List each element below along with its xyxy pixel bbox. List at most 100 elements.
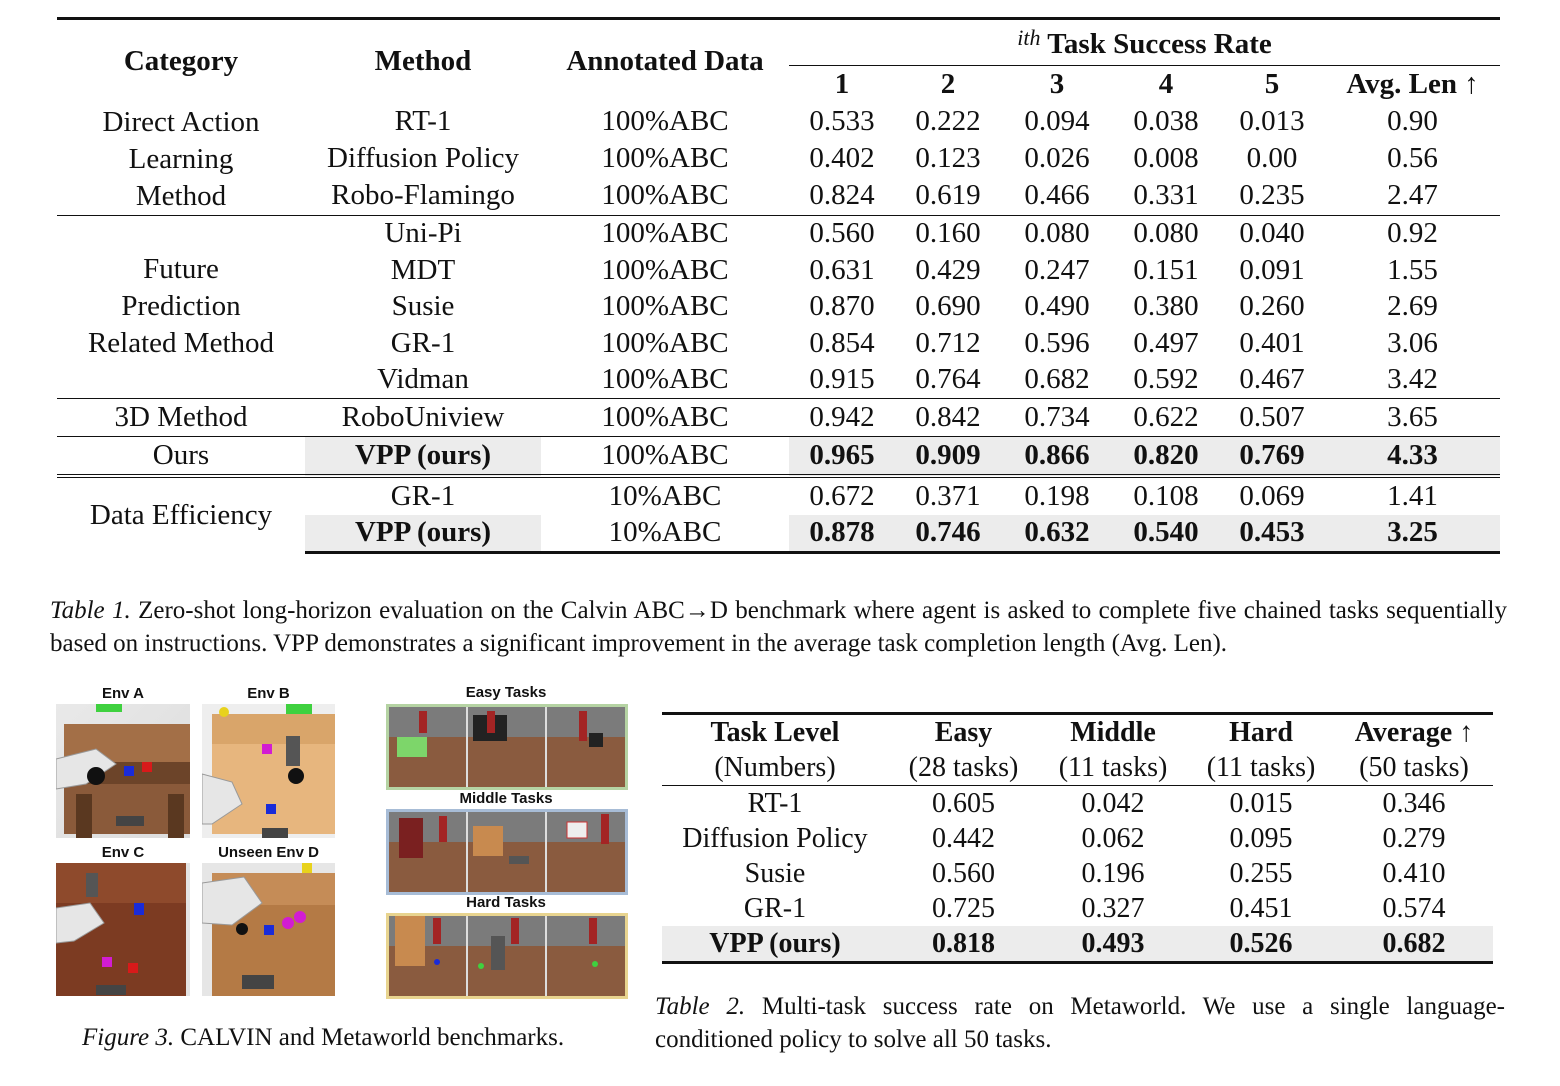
value-cell: 0.013 [1239,105,1305,138]
table-row: 3D Method RoboUniview 100%ABC 0.942 0.842 0.7… [57,398,1501,437]
calvin-table-body: Direct Action Learning Method RT-1 100%ABC… [57,104,1501,554]
hard-tasks-label: Hard Tasks [466,894,546,911]
value-cell: 0.560 [932,857,995,889]
annotated-data-cell: 100%ABC [601,290,729,323]
value-cell: 0.90 [1387,105,1438,138]
value-cell: 0.769 [1219,436,1325,476]
value-cell: 0.915 [809,363,875,396]
value-cell: 0.371 [895,474,1001,515]
value-cell: 0.235 [1239,179,1305,212]
value-cell: 0.631 [809,253,875,286]
header-ith-superscript: ith [1017,24,1041,50]
value-cell: 0.453 [1219,514,1325,554]
table1-caption-label: Table 1. [50,597,131,624]
annotated-data-cell: 100%ABC [601,179,729,212]
header-col-3: 3 [1001,65,1113,104]
value-cell: 0.410 [1382,857,1446,889]
method-cell: VPP (ours) [662,926,888,964]
value-cell: 0.160 [895,214,1001,252]
annotated-data-cell: 100%ABC [601,363,729,396]
method-cell: VPP (ours) [305,514,541,554]
easy-tasks-image [386,704,628,790]
header-task-success-rate: ith Task Success Rate [789,17,1501,66]
t2-sub-hard: (11 tasks) [1206,751,1316,783]
header-method: Method [305,17,541,104]
env-a-label: Env A [102,685,144,702]
value-cell: 0.222 [915,105,981,138]
t2-sub-middle: (11 tasks) [1058,751,1168,783]
value-cell: 0.091 [1239,253,1305,286]
t2-sub-numbers: (Numbers) [714,751,836,783]
value-cell: 0.038 [1133,105,1199,138]
t2-header-hard: Hard [1187,712,1335,750]
hard-tasks-image [386,913,628,999]
value-cell: 0.734 [1001,398,1113,437]
annotated-data-cell: 100%ABC [601,253,729,286]
t2-sub-average: (50 tasks) [1359,751,1469,783]
value-cell: 0.56 [1387,142,1438,175]
value-cell: 0.123 [915,142,981,175]
annotated-data-cell: 100%ABC [541,398,789,437]
value-cell: 0.198 [1001,474,1113,515]
value-cell: 0.442 [932,822,995,854]
value-cell: 0.069 [1219,474,1325,515]
method-cell: GR-1 [743,892,807,924]
value-cell: 0.764 [915,363,981,396]
value-cell: 0.574 [1382,892,1446,924]
value-cell: 0.526 [1187,926,1335,964]
value-cell: 0.909 [895,436,1001,476]
value-cell: 0.842 [895,398,1001,437]
middle-tasks-label: Middle Tasks [459,790,553,807]
table-row: Susie 100%ABC 0.870 0.690 0.490 0.380 0.260 2.6… [57,289,1500,326]
value-cell: 0.451 [1229,892,1293,924]
t2-header-task-level: Task Level [662,712,888,750]
table-row: Robo-Flamingo 100%ABC 0.824 0.619 0.466 0.331… [57,177,1500,215]
value-cell: 0.196 [1081,857,1145,889]
annotated-data-cell: 10%ABC [541,514,789,554]
header-col-1: 1 [789,65,895,104]
category-cell: Direct Action Learning Method [102,105,260,212]
annotated-data-cell: 100%ABC [541,436,789,476]
calvin-results-table: Category Method Annotated Data ith Task … [57,17,1501,554]
value-cell: 1.41 [1325,474,1501,515]
category-cell: Ours [57,436,305,476]
env-d-image [202,863,335,996]
value-cell: 0.820 [1113,436,1219,476]
value-cell: 0.095 [1229,822,1293,854]
t2-header-average: Average ↑ [1335,712,1493,750]
value-cell: 0.533 [809,105,875,138]
header-col-avg-len: Avg. Len ↑ [1325,65,1501,104]
value-cell: 0.712 [915,326,981,359]
metaworld-results-table: Task Level Easy Middle Hard Average ↑ (N… [662,712,1493,964]
table-row: VPP (ours) 0.818 0.493 0.526 0.682 [662,926,1493,964]
env-b-image [202,704,335,838]
method-cell: Robo-Flamingo [331,179,515,212]
value-cell: 0.402 [809,142,875,175]
middle-tasks-scene [389,812,625,892]
value-cell: 0.619 [915,179,981,212]
value-cell: 0.346 [1335,785,1493,821]
header-category: Category [57,17,305,104]
table1-caption: Table 1. Zero-shot long-horizon evaluati… [50,594,1507,660]
table-row: VPP (ours) 10%ABC 0.878 0.746 0.632 0.540 0.45… [57,514,1501,554]
value-cell: 0.824 [809,179,875,212]
table-row: Future Prediction Related Method Uni-Pi 10… [57,214,1501,399]
value-cell: 0.247 [1024,253,1090,286]
value-cell: 0.490 [1024,290,1090,323]
category-cell: Future Prediction Related Method [57,214,305,399]
table-row: Diffusion Policy 100%ABC 0.402 0.123 0.026 0.… [57,140,1500,177]
value-cell: 0.151 [1133,253,1199,286]
table-row: Data Efficiency GR-1 10%ABC 0.672 0.371 0.198… [57,474,1501,553]
table2-caption-text: Multi-task success rate on Metaworld. We… [655,993,1505,1053]
category-cell: 3D Method [57,398,305,437]
value-cell: 0.401 [1239,326,1305,359]
easy-tasks-scene [389,707,625,787]
value-cell: 3.06 [1387,326,1438,359]
table-row: Diffusion Policy 0.442 0.062 0.095 0.279 [662,821,1493,856]
table-row: GR-1 0.725 0.327 0.451 0.574 [662,891,1493,926]
hard-tasks-scene [389,916,625,996]
value-cell: 0.632 [1001,514,1113,554]
value-cell: 1.55 [1387,253,1438,286]
env-b-label: Env B [247,685,290,702]
env-a-image [56,704,190,838]
